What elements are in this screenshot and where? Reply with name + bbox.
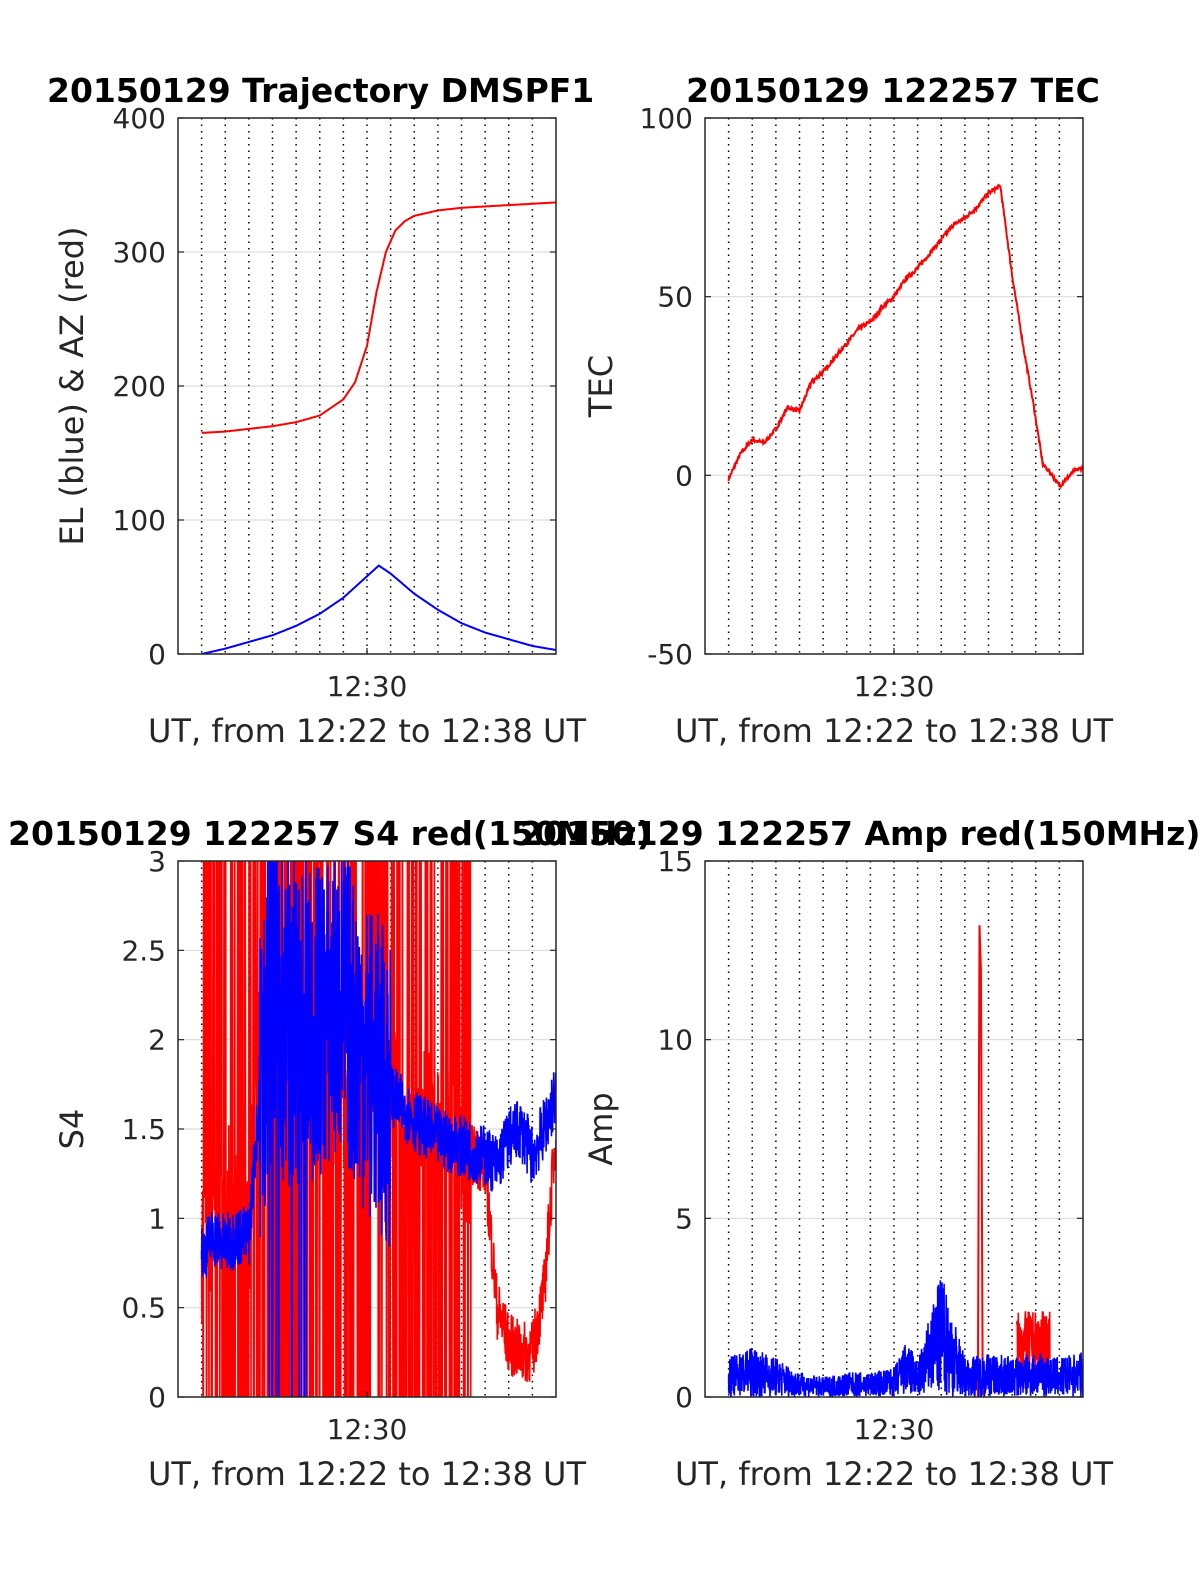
y-axis-label: EL (blue) & AZ (red) bbox=[53, 226, 91, 545]
y-tick-label: 1 bbox=[148, 1202, 166, 1235]
y-tick-label: 0 bbox=[675, 459, 693, 492]
y-tick-label: 10 bbox=[657, 1024, 693, 1057]
x-tick-label: 12:30 bbox=[327, 670, 408, 703]
x-tick-label: 12:30 bbox=[327, 1413, 408, 1446]
y-tick-label: 300 bbox=[113, 236, 166, 269]
y-tick-label: -50 bbox=[647, 638, 693, 671]
y-tick-label: 0 bbox=[148, 1381, 166, 1414]
chart-title: 20150129 122257 TEC bbox=[686, 71, 1100, 110]
x-tick-label: 12:30 bbox=[854, 1413, 935, 1446]
y-tick-label: 0.5 bbox=[121, 1292, 166, 1325]
chart-panel-3: 0 0.5 1 1.5 2 2.5 3 12:30 UT, from 12:22 to 12:3… bbox=[8, 814, 652, 1493]
chart-title: 20150129 122257 S4 red(150MHz) bbox=[8, 814, 652, 853]
y-tick-label: 3 bbox=[148, 845, 166, 878]
y-tick-label: 100 bbox=[113, 504, 166, 537]
chart-panel-1: 0 100 200 300 400 12:30 UT, from 12:22 to 12:3… bbox=[47, 71, 594, 750]
chart-panel-4: 0 5 10 15 12:30 UT, from 12:22 to 12:38 UT Amp… bbox=[520, 814, 1200, 1493]
y-axis-label: Amp bbox=[582, 1092, 620, 1165]
y-tick-label: 0 bbox=[675, 1381, 693, 1414]
x-axis-label: UT, from 12:22 to 12:38 UT bbox=[675, 1455, 1113, 1493]
series-line-red bbox=[200, 861, 556, 1397]
y-tick-label: 2.5 bbox=[121, 934, 166, 967]
y-tick-label: 0 bbox=[148, 638, 166, 671]
x-axis-label: UT, from 12:22 to 12:38 UT bbox=[675, 712, 1113, 750]
chart-panel-2: -50 0 50 100 12:30 UT, from 12:22 to 12:38 UT… bbox=[582, 71, 1113, 750]
y-axis-label: TEC bbox=[582, 355, 620, 418]
chart-title: 20150129 122257 Amp red(150MHz) bbox=[520, 814, 1200, 853]
y-tick-label: 15 bbox=[657, 845, 693, 878]
series-line-red-spike bbox=[976, 925, 986, 1397]
y-axis-label: S4 bbox=[53, 1109, 91, 1150]
series-line-red bbox=[201, 201, 556, 434]
y-tick-label: 200 bbox=[113, 370, 166, 403]
series-line-blue bbox=[200, 861, 556, 1397]
y-tick-label: 100 bbox=[640, 102, 693, 135]
series-line-blue bbox=[201, 564, 556, 654]
series-line-red bbox=[727, 183, 1083, 490]
y-tick-label: 1.5 bbox=[121, 1113, 166, 1146]
x-axis-label: UT, from 12:22 to 12:38 UT bbox=[148, 712, 586, 750]
series-line-blue bbox=[727, 1280, 1083, 1397]
y-tick-label: 400 bbox=[113, 102, 166, 135]
chart-title: 20150129 Trajectory DMSPF1 bbox=[47, 71, 594, 110]
x-tick-label: 12:30 bbox=[854, 670, 935, 703]
x-axis-label: UT, from 12:22 to 12:38 UT bbox=[148, 1455, 586, 1493]
y-tick-label: 50 bbox=[657, 281, 693, 314]
y-tick-label: 2 bbox=[148, 1024, 166, 1057]
y-tick-label: 5 bbox=[675, 1202, 693, 1235]
